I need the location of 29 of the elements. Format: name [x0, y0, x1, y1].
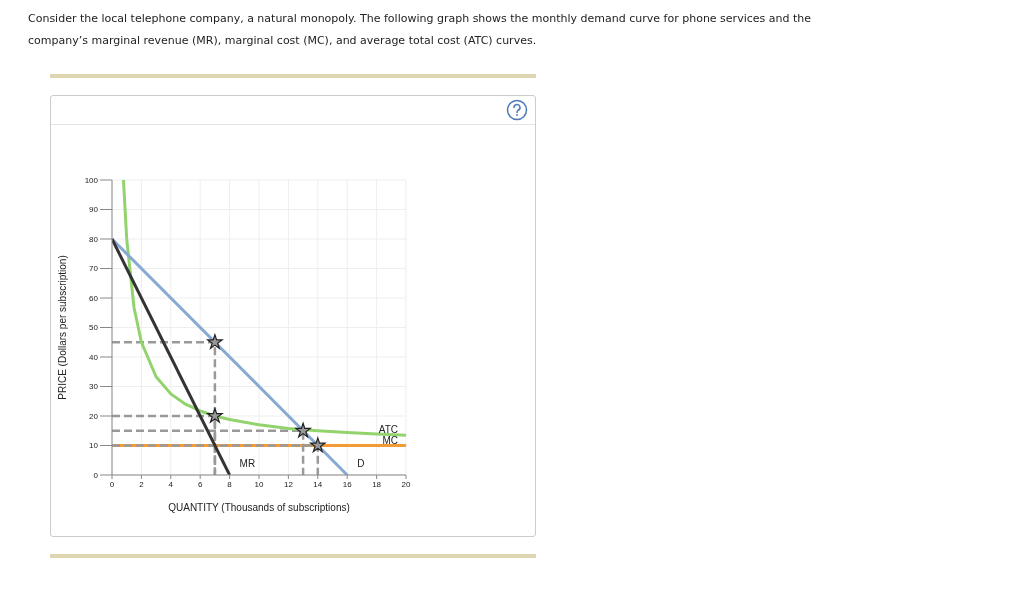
series-label: MC [382, 434, 398, 446]
y-tick-label: 90 [89, 205, 99, 215]
series-label: ATC [378, 424, 398, 436]
y-tick-label: 50 [89, 323, 99, 333]
chart-title: Consider the local telephone company, a natural monopoly. The following graph shows the monthly demand curve for phone services and the company’s marginal revenue (MR), marginal cost (MC), and average total cost (ATC) curves. [28, 11, 812, 49]
y-tick-label: 0 [93, 470, 99, 480]
x-tick-label: 0 [109, 479, 115, 489]
x-tick-label: 20 [401, 479, 411, 489]
x-tick-label: 10 [254, 479, 264, 489]
y-axis-title: PRICE (Dollars per subscription) [56, 255, 68, 400]
y-tick-label: 20 [89, 411, 99, 421]
y-tick-label: 40 [89, 352, 99, 362]
y-tick-label: 30 [89, 382, 99, 392]
x-tick-label: 14 [313, 479, 323, 489]
x-tick-label: 12 [283, 479, 294, 489]
y-tick-label: 70 [89, 264, 99, 274]
y-tick-label: 100 [84, 175, 99, 185]
y-tick-label: 10 [89, 441, 99, 451]
series-label: D [357, 458, 365, 469]
x-axis-title: QUANTITY (Thousands of subscriptions) [168, 502, 350, 513]
x-tick-label: 6 [197, 479, 203, 489]
x-tick-label: 8 [227, 479, 233, 489]
x-tick-label: 16 [342, 479, 353, 489]
y-tick-label: 60 [89, 293, 99, 303]
x-tick-label: 18 [372, 479, 382, 489]
x-tick-label: 2 [139, 479, 145, 489]
series-label: MR [239, 458, 256, 469]
x-tick-label: 4 [168, 479, 174, 489]
y-tick-label: 80 [89, 234, 99, 244]
